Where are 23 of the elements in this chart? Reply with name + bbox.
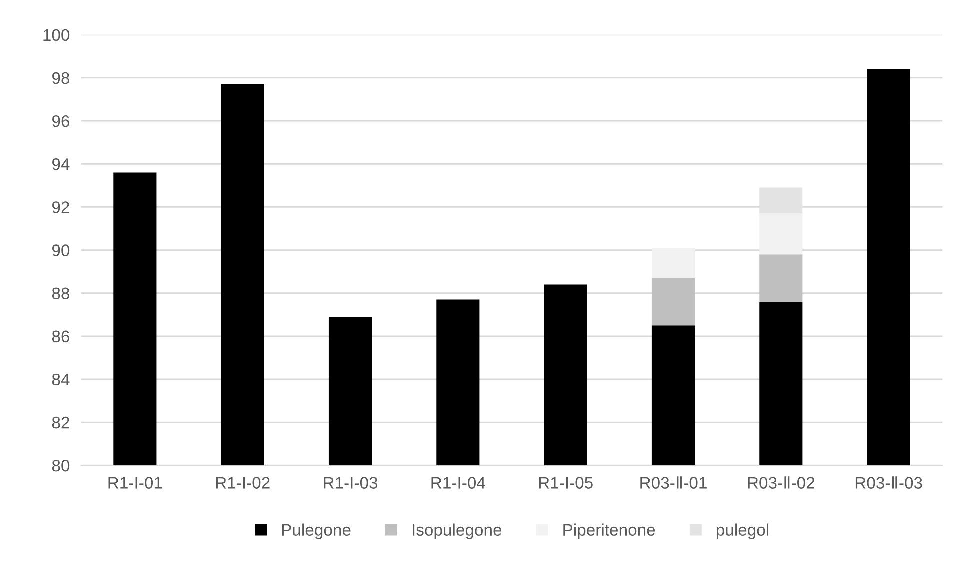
x-tick-label: R1-I-01: [108, 477, 162, 489]
y-tick-label: 82: [52, 416, 70, 429]
y-tick-label: 86: [52, 330, 70, 343]
y-tick-label: 80: [52, 460, 70, 472]
legend-label: pulegol: [716, 524, 769, 540]
x-tick-label: R03-Ⅱ-03: [856, 476, 922, 489]
x-tick-label: R03-Ⅱ-02: [748, 476, 815, 489]
x-tick-label: R03-Ⅱ-01: [640, 476, 707, 489]
y-tick-label: 90: [52, 244, 70, 256]
legend-label: Pulegone: [282, 524, 351, 540]
x-tick-label: R1-I-04: [432, 477, 486, 489]
y-tick-label: 96: [52, 115, 70, 128]
x-tick-label: R1-I-03: [324, 477, 378, 489]
y-tick-label: 98: [52, 72, 70, 84]
y-tick-label: 92: [52, 202, 70, 214]
y-tick-label: 100: [44, 29, 70, 42]
x-tick-label: R1-I-02: [216, 477, 270, 489]
x-tick-label: R1-I-05: [539, 477, 593, 489]
y-tick-label: 88: [52, 288, 70, 300]
y-tick-label: 84: [52, 374, 70, 386]
legend-label: Piperitenone: [564, 524, 656, 540]
legend-label: Isopulegone: [413, 524, 502, 540]
y-tick-label: 94: [52, 158, 70, 170]
